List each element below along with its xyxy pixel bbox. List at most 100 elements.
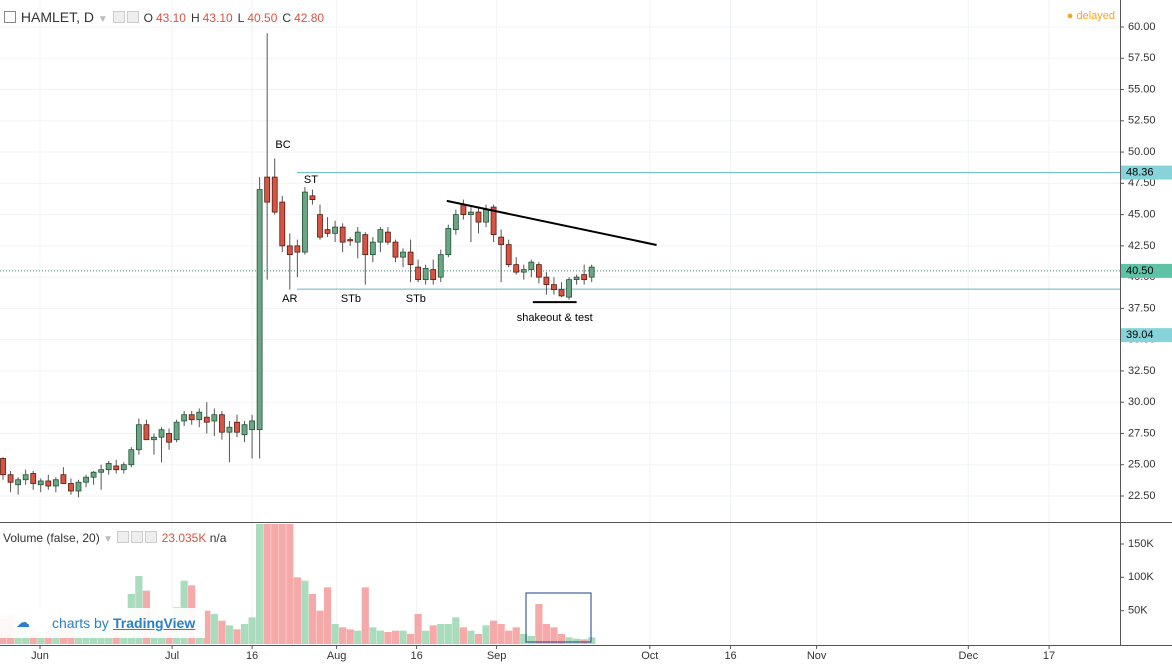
candle-body (445, 227, 452, 256)
candle-body (317, 214, 323, 238)
candle-body (249, 420, 255, 431)
volume-bar (437, 624, 445, 644)
volume-bar (286, 524, 294, 644)
candle-body (151, 436, 157, 441)
candle-body (241, 424, 248, 436)
annotation: shakeout & test (517, 312, 593, 324)
candle-body (392, 241, 399, 258)
candle-body (430, 269, 437, 281)
volume-bar (339, 627, 347, 644)
candle-body (128, 449, 135, 466)
volume-bar (354, 630, 362, 644)
volume-bar (240, 624, 249, 644)
x-tick-label: 17 (1043, 650, 1055, 662)
volume-bar (346, 629, 354, 644)
volume-bar (422, 630, 430, 644)
volume-bar (369, 627, 377, 644)
x-tick-label: 16 (246, 650, 258, 662)
x-tick-label: Jul (165, 650, 179, 662)
volume-bar (557, 634, 566, 644)
candle-body (7, 474, 14, 483)
dropdown[interactable]: ▼ (103, 534, 113, 545)
y-tick-label: 60.00 (1128, 21, 1156, 33)
volume-bar (308, 594, 317, 644)
x-tick-label: 16 (724, 650, 736, 662)
candle-body (520, 269, 527, 273)
volume-bar (293, 577, 301, 644)
candle-body (286, 245, 293, 256)
settings-icon[interactable] (145, 531, 158, 543)
candle-body (113, 465, 120, 471)
volume-bar (527, 636, 535, 644)
ohlc-label: O (143, 11, 153, 25)
volume-bar (271, 524, 279, 644)
candle-body (294, 245, 301, 253)
y-tick-label: 42.50 (1128, 240, 1156, 252)
annotation: STb (406, 293, 426, 305)
y-tick-label: 47.50 (1128, 177, 1156, 189)
candle-body (75, 481, 82, 492)
y-tick-label: 57.50 (1128, 52, 1156, 64)
price-line-box (1121, 165, 1172, 180)
settings-icon[interactable] (117, 531, 130, 543)
candle-body (324, 229, 331, 234)
annotation: BC (275, 139, 290, 151)
settings-icon[interactable] (112, 11, 125, 23)
candle-body (271, 176, 278, 213)
candle-body (362, 234, 369, 256)
annotation: STb (341, 293, 361, 305)
price-line-label: 48.36 (1126, 166, 1154, 178)
settings-icon[interactable] (126, 11, 139, 23)
y2-tick-label: 50K (1128, 605, 1148, 617)
ohlc-value: 40.50 (247, 11, 278, 25)
volume-bar (97, 632, 105, 644)
volume-bar (489, 620, 498, 644)
volume-bar (384, 632, 392, 644)
y-tick-label: 37.50 (1128, 302, 1156, 314)
candle-body (468, 211, 474, 216)
candle-body (0, 458, 6, 476)
candle-body (226, 426, 233, 433)
candle-body (400, 251, 406, 258)
grid (0, 0, 1120, 645)
watermark-brand: TradingView (113, 615, 196, 631)
settings-icon[interactable] (131, 531, 144, 543)
candle-body (135, 424, 142, 451)
volume-bar (316, 610, 324, 644)
candle-body (490, 206, 497, 236)
x-tick-label: Dec (959, 650, 979, 662)
candle-body (166, 433, 172, 443)
y-tick-label: 27.50 (1128, 427, 1156, 439)
x-tick-label: Nov (807, 650, 827, 662)
watermark-text: charts by (52, 615, 109, 631)
volume-bar (248, 617, 256, 644)
candle-body (422, 267, 429, 281)
volume-bar (301, 580, 309, 644)
candle-body (347, 239, 354, 242)
volume-bar (399, 630, 407, 644)
last-price-label: 40.50 (1126, 265, 1154, 277)
candle-body (581, 274, 588, 281)
dropdown[interactable]: ▼ (97, 14, 108, 25)
x-tick-label: 16 (410, 650, 422, 662)
volume-last: 23.035K (161, 531, 207, 545)
candle-body (279, 201, 286, 247)
ohlc-label: L (237, 11, 245, 25)
watermark[interactable]: ☁ charts by TradingView (0, 608, 205, 638)
volume-bar (573, 638, 581, 644)
volume-bar (542, 624, 551, 644)
volume-bar (452, 617, 460, 644)
candle-body (203, 416, 210, 423)
candle-body (551, 284, 557, 291)
price-line-label: 39.04 (1126, 329, 1154, 341)
candle-body (437, 254, 444, 278)
candle-body (15, 479, 22, 486)
candle-body (120, 464, 127, 471)
collapse-icon[interactable] (4, 11, 16, 23)
candle-body (68, 483, 74, 492)
y-tick-label: 32.50 (1128, 365, 1156, 377)
annotation: ST (304, 174, 318, 186)
trend-line (446, 199, 657, 246)
candle-body (528, 261, 535, 271)
